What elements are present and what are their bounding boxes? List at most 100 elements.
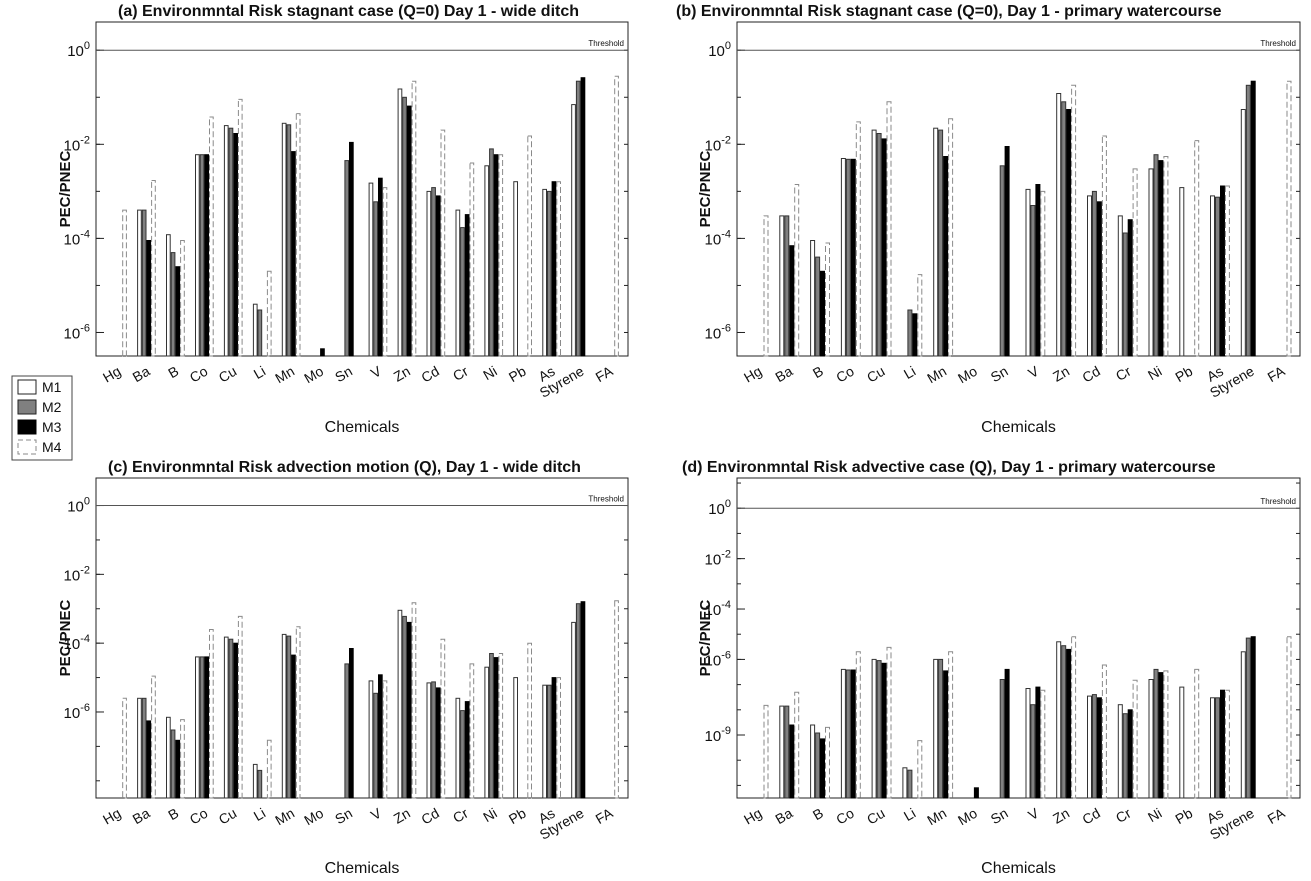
bar-m4 (1286, 636, 1292, 799)
bar-m4 (1163, 156, 1169, 357)
bar-m4 (382, 680, 388, 799)
bar-m3 (406, 105, 412, 357)
x-tick-label: Ba (130, 363, 153, 386)
bar-m4 (440, 129, 446, 357)
bar-m2 (1061, 645, 1067, 799)
bar-m3 (1004, 668, 1010, 799)
x-tick-label: Hg (100, 805, 124, 828)
bar-m3 (349, 648, 354, 799)
bar-m4 (917, 740, 923, 799)
bar-m1 (1210, 697, 1215, 799)
bar-m3 (850, 158, 856, 357)
bar-m4 (1040, 689, 1046, 799)
x-tick-label: As (1204, 805, 1226, 827)
bar-m2 (1153, 154, 1159, 357)
x-tick-label: As (535, 805, 557, 827)
y-tick-label: 10-4 (64, 228, 90, 248)
bar-m2 (1215, 697, 1220, 799)
bar-m1 (779, 705, 785, 799)
bar-m2 (938, 658, 944, 799)
bar-m4 (763, 704, 769, 799)
bar-m4 (1163, 670, 1169, 799)
bar-m3 (1158, 672, 1164, 799)
bar-m2 (999, 165, 1005, 357)
bar-m4 (855, 651, 861, 799)
bar-m4 (917, 274, 923, 357)
x-tick-label: Li (901, 805, 918, 824)
bar-m4 (825, 726, 830, 799)
legend-label: M2 (42, 399, 62, 415)
bar-m3 (406, 621, 412, 799)
x-tick-label: Cd (1079, 805, 1103, 828)
bar-m3 (493, 154, 499, 357)
bar-m2 (999, 679, 1005, 799)
bar-m1 (1025, 188, 1031, 357)
bar-m3 (175, 266, 181, 357)
bar-m2 (286, 635, 292, 799)
bar-m3 (580, 77, 586, 357)
bar-m4 (266, 739, 272, 799)
x-tick-label: FA (593, 804, 616, 827)
bar-m4 (498, 154, 504, 357)
bar-m3 (204, 656, 210, 799)
x-tick-label: Mn (272, 363, 297, 387)
bar-m2 (286, 124, 292, 357)
x-tick-label: Cd (418, 363, 442, 386)
y-axis-label: PEC/PNEC (697, 150, 714, 227)
bar-m2 (1122, 713, 1128, 799)
x-tick-label: Mn (924, 363, 949, 387)
x-tick-label: Li (901, 363, 918, 382)
bar-m1 (1117, 215, 1123, 357)
bar-m3 (435, 687, 441, 799)
y-axis-label: PEC/PNEC (57, 150, 74, 227)
bar-m1 (455, 209, 461, 357)
threshold-label: Threshold (1260, 39, 1296, 48)
x-tick-label: Sn (988, 363, 1011, 385)
legend-swatch-m3 (17, 419, 37, 435)
x-tick-label: B (165, 363, 181, 382)
bar-m1 (368, 182, 374, 357)
chart-title: (b) Environmntal Risk stagnant case (Q=0… (676, 3, 1222, 20)
bar-m2 (784, 215, 790, 357)
x-tick-label: Mo (955, 363, 980, 387)
bar-m2 (1091, 190, 1097, 357)
x-tick-label: Co (187, 805, 211, 828)
bar-m1 (426, 682, 432, 799)
bar-m4 (556, 677, 561, 799)
x-tick-label: Hg (741, 363, 765, 386)
bar-m1 (1087, 195, 1092, 357)
bar-m2 (228, 638, 234, 799)
bar-m4 (209, 629, 214, 799)
x-tick-label: Pb (1172, 805, 1195, 828)
bar-m1 (1179, 686, 1185, 799)
x-tick-label: Cd (1079, 363, 1103, 386)
bar-m2 (575, 603, 581, 799)
x-tick-label: Ni (480, 805, 499, 825)
y-tick-label: 100 (67, 40, 90, 60)
bar-m3 (175, 739, 181, 799)
bar-m4 (1101, 135, 1107, 357)
x-tick-label: FA (593, 362, 616, 385)
bar-m1 (1056, 93, 1062, 357)
x-tick-label: Ni (480, 363, 499, 383)
bar-m3 (943, 670, 949, 799)
threshold-label: Threshold (588, 39, 624, 48)
bar-m4 (1224, 185, 1230, 357)
threshold-label: Threshold (1260, 497, 1296, 506)
bar-m1 (223, 636, 229, 799)
bar-m3 (378, 177, 383, 357)
bar-m1 (252, 303, 258, 357)
bar-m1 (871, 129, 877, 357)
chart-panel-1: (b) Environmntal Risk stagnant case (Q=0… (676, 3, 1301, 436)
bar-m1 (542, 188, 547, 357)
x-tick-label: Zn (391, 805, 413, 827)
bar-m4 (886, 101, 892, 357)
x-tick-label: Ba (772, 363, 795, 386)
bar-m3 (1096, 697, 1102, 799)
bar-m2 (170, 729, 176, 799)
x-tick-label: V (1025, 362, 1042, 381)
bar-m1 (223, 125, 229, 357)
y-axis-label: PEC/PNEC (57, 599, 74, 676)
bar-m1 (484, 666, 490, 799)
x-tick-label: As (535, 363, 557, 385)
